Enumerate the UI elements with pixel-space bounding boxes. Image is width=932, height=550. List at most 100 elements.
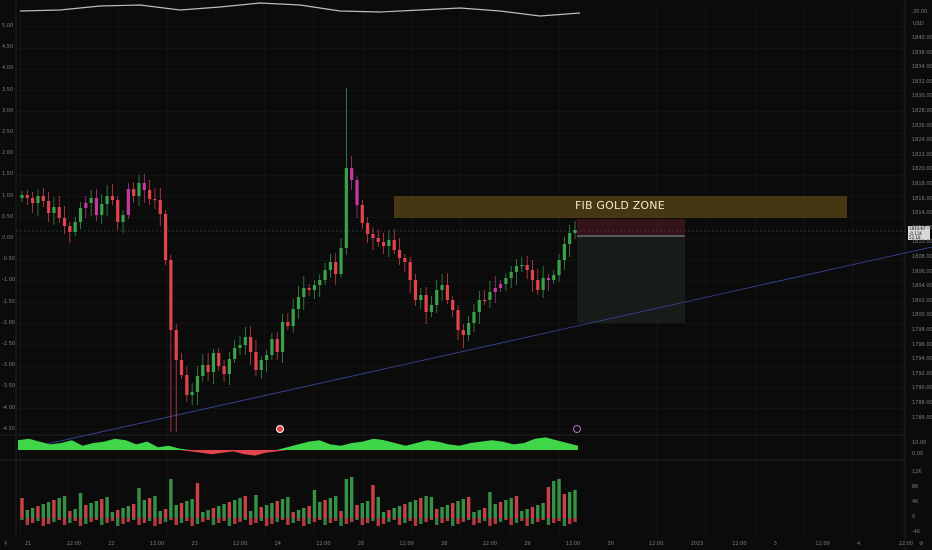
time-tick: 29: [524, 541, 531, 547]
candle-body: [121, 215, 125, 222]
volume-bar-negative: [137, 518, 141, 525]
volume-bar: [567, 492, 572, 518]
event-info-icon[interactable]: [573, 425, 581, 433]
volume-bar-negative: [392, 518, 396, 520]
candle-body: [89, 198, 93, 203]
volume-bar-negative: [525, 518, 529, 526]
volume-bar: [323, 500, 327, 518]
volume-bar-negative: [562, 518, 567, 526]
volume-bar-negative: [360, 518, 365, 525]
candle-body: [488, 292, 492, 300]
candle-body: [557, 260, 561, 275]
volume-bar-negative: [541, 518, 545, 520]
volume-bar-negative: [488, 518, 492, 526]
volume-bar: [259, 507, 263, 518]
candle-body: [20, 195, 24, 198]
volume-bar: [451, 503, 455, 518]
volume-bar: [100, 499, 104, 518]
candle-body: [509, 272, 513, 278]
volume-bar-negative: [84, 518, 88, 524]
candle-body: [387, 240, 391, 246]
search-icon[interactable]: ⚲: [4, 541, 8, 547]
volume-bar-negative: [536, 518, 540, 522]
left-axis-tick: -2.50: [2, 341, 15, 347]
candle-body: [435, 290, 439, 305]
time-tick: 12:00: [482, 541, 498, 547]
candle-body: [264, 355, 269, 360]
candle-body: [137, 183, 141, 196]
volume-bar-negative: [509, 518, 513, 525]
candle-body: [498, 284, 503, 288]
price-tick: 1822.00: [912, 151, 932, 158]
volume-bar-negative: [264, 518, 269, 526]
volume-bar: [440, 507, 444, 518]
fib-zone-box: [394, 196, 847, 218]
candle-body: [68, 226, 72, 232]
volume-bar-negative: [25, 518, 30, 525]
volume-bar-negative: [68, 518, 72, 523]
volume-bar-negative: [440, 518, 444, 523]
time-tick: 12:00: [149, 541, 165, 547]
candle-body: [296, 297, 301, 309]
price-tick: 1826.00: [912, 122, 932, 129]
volume-bar: [169, 479, 173, 518]
candle-body: [366, 223, 370, 234]
volume-bar: [126, 506, 131, 518]
volume-bar: [52, 500, 56, 518]
candle-body: [429, 305, 434, 312]
candle-body: [126, 189, 130, 215]
time-tick: 12:00: [66, 541, 82, 547]
left-axis-tick: 3.50: [2, 86, 14, 93]
left-axis-tick: 3.00: [2, 107, 14, 114]
volume-bar: [344, 479, 349, 518]
volume-bar-negative: [344, 518, 349, 524]
volume-bar-negative: [365, 518, 370, 523]
event-flag-icon[interactable]: [276, 425, 284, 433]
time-tick: 23: [191, 541, 198, 547]
candle-body: [461, 330, 465, 335]
volume-bar-negative: [376, 518, 380, 526]
candle-body: [514, 266, 519, 272]
candle-body: [185, 375, 189, 395]
volume-bar: [413, 500, 418, 518]
price-tick: 1794.00: [912, 356, 932, 363]
time-tick: 12:00: [898, 541, 914, 547]
volume-bar-negative: [52, 518, 56, 522]
volume-bar: [270, 503, 274, 518]
volume-bar: [232, 500, 237, 518]
settings-icon[interactable]: ⚙: [919, 541, 924, 547]
volume-bar-negative: [546, 518, 551, 525]
candle-body: [520, 265, 524, 267]
candle-body: [280, 322, 285, 352]
volume-bar: [158, 511, 162, 518]
candle-body: [179, 360, 184, 375]
candle-body: [94, 198, 99, 215]
volume-bar: [20, 498, 24, 518]
candle-body: [46, 201, 51, 213]
candle-body: [355, 180, 359, 205]
oscillator-area-negative: [18, 450, 578, 456]
candle-body: [397, 250, 402, 258]
volume-bar: [365, 501, 370, 518]
candle-body: [100, 204, 104, 215]
volume-bar: [185, 501, 189, 518]
volume-bar: [179, 503, 184, 518]
volume-bar-negative: [498, 518, 503, 522]
volume-bar: [201, 512, 205, 518]
volume-bar: [116, 510, 120, 518]
volume-bar: [376, 497, 380, 518]
candle-body: [174, 330, 178, 360]
volume-bar-negative: [477, 518, 481, 523]
volume-bar-negative: [195, 518, 200, 524]
time-tick: 28: [441, 541, 448, 547]
volume-bar-negative: [328, 518, 333, 523]
target-zone-box: [577, 236, 685, 323]
volume-bar: [456, 501, 460, 518]
candle-body: [371, 234, 375, 238]
volume-tick: 8K: [912, 484, 919, 490]
price-tick: 1834.00: [912, 64, 932, 71]
volume-bar: [142, 500, 146, 518]
volume-bar-negative: [211, 518, 216, 525]
